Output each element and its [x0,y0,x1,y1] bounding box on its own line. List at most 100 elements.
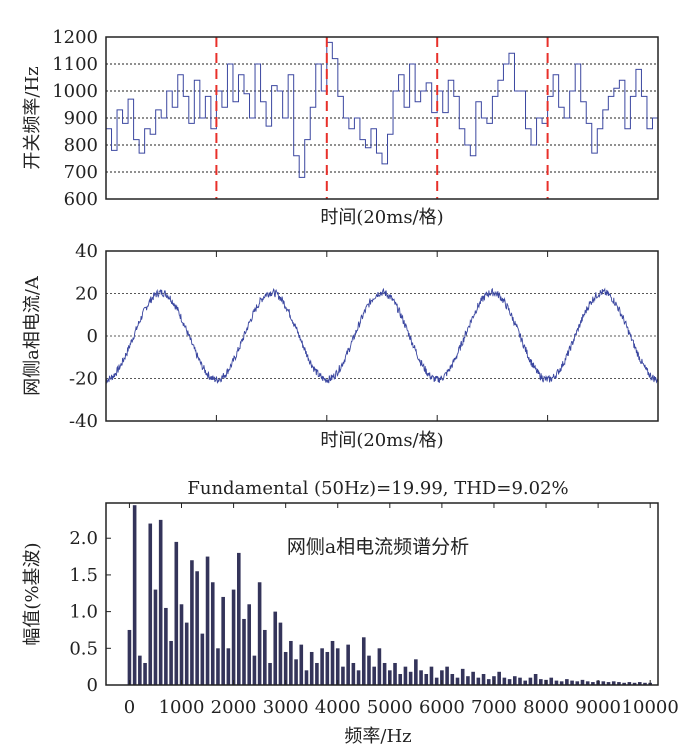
spectrum-bar [434,677,439,685]
spectrum-bar [632,682,637,685]
spectrum-bar [330,640,335,685]
y-tick-label: 700 [64,162,98,183]
y-tick-label: 2.0 [69,528,98,549]
y-tick-label: 900 [64,108,98,129]
spectrum-bar [580,679,585,685]
spectrum-bar [216,648,220,685]
spectrum-bar [174,541,179,685]
spectrum-bar [346,644,350,685]
spectrum-bar [424,673,429,685]
x-tick-label: 7000 [471,697,517,718]
spectrum-bar [200,633,205,685]
y-axis-label: 开关频率/Hz [22,66,43,169]
spectrum-bar [247,604,252,685]
spectrum-bar [315,662,319,685]
spectrum-bar [617,682,621,685]
chart-title: Fundamental (50Hz)=19.99, THD=9.02% [187,478,568,499]
y-axis-label: 幅值(%基波) [22,542,43,645]
spectrum-bar [450,673,455,685]
y-tick-label: 40 [75,241,98,262]
current-series [105,287,659,384]
spectrum-bar [393,662,397,685]
spectrum-bar [164,607,168,685]
spectrum-bar [153,589,158,685]
x-tick-label: 10000 [622,697,679,718]
spectrum-bar [367,655,371,685]
x-tick-label: 0 [124,697,135,718]
spectrum-bar [507,679,512,685]
spectrum-bar [486,679,491,685]
spectrum-bar [565,679,569,685]
spectrum-bar [533,673,538,685]
spectrum-bar [398,673,403,685]
spectrum-bar [559,681,564,685]
y-tick-label: 0 [87,675,98,696]
spectrum-bar [158,519,163,685]
spectrum-bar [512,676,517,685]
spectrum-bar [341,666,345,685]
spectrum-bar [466,676,470,685]
spectrum-bar [403,666,408,685]
spectrum-bar [591,682,595,685]
spectrum-bar [205,556,210,685]
spectrum-bar [429,666,434,685]
spectrum-bar [585,681,590,685]
spectrum-bar [497,671,501,685]
spectrum-bar [481,673,486,685]
spectrum-bar [252,655,257,685]
chart-annotation: 网侧a相电流频谱分析 [287,536,469,558]
spectrum-bar [502,677,507,685]
spectrum-bar [445,666,449,685]
spectrum-bar [283,651,288,685]
spectrum-bar [299,644,304,685]
spectrum-bar [169,640,173,685]
spectrum-bar [351,662,356,685]
spectrum-bar [309,651,314,685]
spectrum-bar [356,670,361,685]
spectrum-bar [242,618,246,685]
y-tick-label: 20 [75,284,98,305]
spectrum-bar [190,560,194,685]
spectrum-bar [221,596,225,685]
spectrum-bar [637,682,642,685]
y-tick-label: 1100 [52,54,98,75]
spectrum-bar [377,648,382,685]
y-tick-label: -20 [69,369,98,390]
spectrum-bar [231,589,236,685]
spectrum-bar [127,629,132,685]
spectrum-bar [226,648,231,685]
x-axis-label: 频率/Hz [344,726,411,747]
y-tick-label: 0.5 [69,638,98,659]
y-tick-label: 1200 [52,27,98,48]
spectrum-bar [388,670,392,685]
spectrum-bar [382,662,387,685]
y-tick-label: -40 [69,411,98,432]
spectrum-bar [294,659,298,685]
x-tick-label: 5000 [367,697,413,718]
x-axis-label: 时间(20ms/格) [320,430,443,451]
x-tick-label: 9000 [575,697,621,718]
spectrum-bar [440,670,444,685]
plot2-axes [105,250,659,422]
spectrum-bar [549,677,554,685]
spectrum-bar [372,666,376,685]
spectrum-bar [419,670,423,685]
spectrum-bar [148,523,153,685]
spectrum-bar [210,582,215,685]
x-axis-label: 时间(20ms/格) [320,207,443,228]
spectrum-bar [575,681,580,685]
x-tick-label: 1000 [159,697,205,718]
spectrum-bar [195,571,199,685]
spectrum-bar [528,677,533,685]
spectrum-bar [606,682,611,685]
spectrum-bar [273,611,278,685]
spectrum-bar [414,659,418,685]
plot3-axes [105,502,659,686]
spectrum-bar [143,662,147,685]
plot1-axes [105,36,659,200]
frequency-series [106,41,658,178]
spectrum-bar [523,680,528,685]
x-tick-label: 3000 [263,697,309,718]
